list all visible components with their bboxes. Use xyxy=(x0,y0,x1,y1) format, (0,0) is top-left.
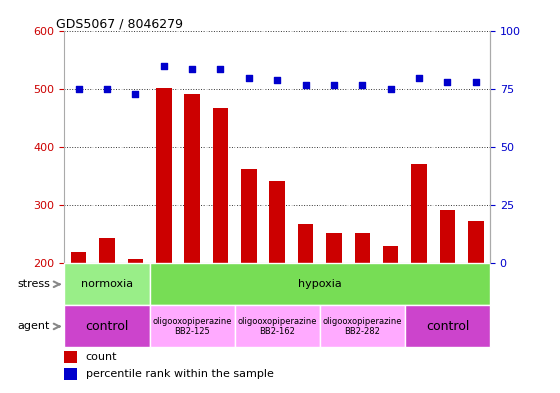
Bar xyxy=(383,246,399,263)
Point xyxy=(273,77,282,83)
Bar xyxy=(71,252,86,263)
Bar xyxy=(235,305,320,347)
Point xyxy=(414,75,423,81)
Point xyxy=(472,79,480,86)
Bar xyxy=(156,88,171,263)
Text: percentile rank within the sample: percentile rank within the sample xyxy=(86,369,273,379)
Bar xyxy=(184,94,200,263)
Bar xyxy=(128,259,143,263)
Bar xyxy=(269,181,285,263)
Bar xyxy=(241,169,256,263)
Bar xyxy=(468,221,484,263)
Bar xyxy=(320,305,405,347)
Point xyxy=(386,86,395,92)
Bar xyxy=(64,305,150,347)
Point xyxy=(358,82,367,88)
Bar xyxy=(64,351,77,363)
Bar xyxy=(150,263,490,305)
Point xyxy=(301,82,310,88)
Bar xyxy=(411,163,427,263)
Bar xyxy=(213,108,228,263)
Text: hypoxia: hypoxia xyxy=(298,279,342,289)
Point xyxy=(216,65,225,72)
Point xyxy=(74,86,83,92)
Point xyxy=(443,79,452,86)
Bar xyxy=(64,368,77,380)
Text: control: control xyxy=(85,320,129,333)
Text: normoxia: normoxia xyxy=(81,279,133,289)
Bar xyxy=(298,224,314,263)
Point xyxy=(188,65,197,72)
Point xyxy=(244,75,253,81)
Bar xyxy=(405,305,490,347)
Text: oligooxopiperazine
BB2-125: oligooxopiperazine BB2-125 xyxy=(152,317,232,336)
Text: count: count xyxy=(86,352,117,362)
Point xyxy=(131,91,140,97)
Bar xyxy=(99,238,115,263)
Bar xyxy=(64,263,150,305)
Text: stress: stress xyxy=(17,279,50,289)
Point xyxy=(329,82,338,88)
Bar xyxy=(354,233,370,263)
Bar xyxy=(440,211,455,263)
Point xyxy=(102,86,111,92)
Text: agent: agent xyxy=(18,321,50,331)
Bar xyxy=(326,233,342,263)
Bar xyxy=(150,305,235,347)
Text: GDS5067 / 8046279: GDS5067 / 8046279 xyxy=(56,17,183,30)
Text: oligooxopiperazine
BB2-162: oligooxopiperazine BB2-162 xyxy=(237,317,317,336)
Text: oligooxopiperazine
BB2-282: oligooxopiperazine BB2-282 xyxy=(323,317,402,336)
Text: control: control xyxy=(426,320,469,333)
Point xyxy=(159,63,168,69)
